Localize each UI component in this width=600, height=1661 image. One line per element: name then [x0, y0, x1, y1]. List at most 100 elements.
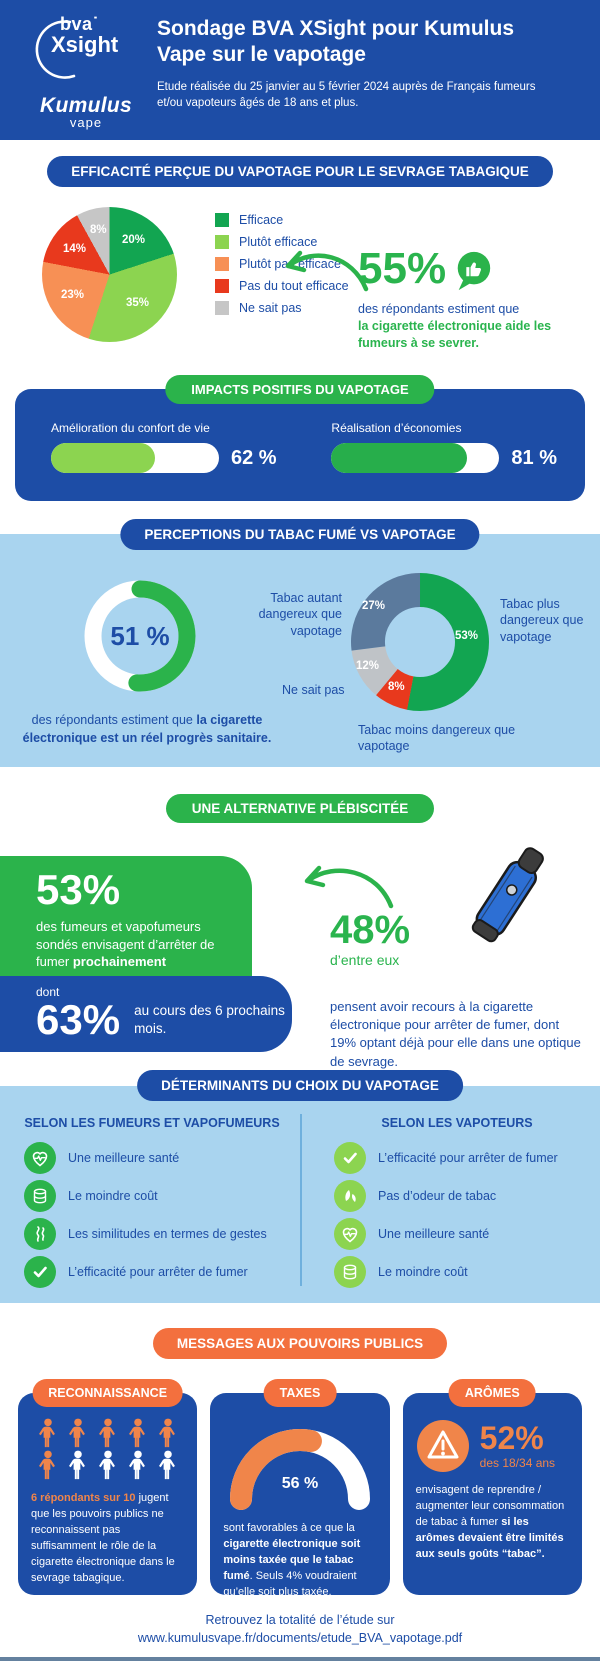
donut-value-label: 53% [455, 630, 479, 642]
section-impacts-title: IMPACTS POSITIFS DU VAPOTAGE [165, 375, 435, 404]
heart-pulse-icon [334, 1218, 366, 1250]
stat-52-sub: des 18/34 ans [479, 1456, 556, 1470]
donut-label-autant: Tabac autant dangereux que vapotage [258, 591, 342, 638]
bar-value: 81 % [511, 446, 557, 469]
legend-swatch [215, 279, 229, 293]
bar-group: Réalisation d’économies 81 % [331, 421, 557, 473]
heart-pulse-icon [24, 1142, 56, 1174]
stat-53: 53% [36, 866, 121, 913]
pie-value-label: 14% [63, 243, 87, 255]
donut-value-label: 12% [356, 660, 380, 672]
bar-track [331, 443, 500, 473]
warning-icon [416, 1420, 469, 1472]
column-divider [300, 1114, 302, 1286]
legend-item: Plutôt efficace [215, 235, 349, 249]
gauge-56-svg [229, 1429, 370, 1510]
logo-column: bva˙ Xsight Kumulus vape [0, 0, 135, 130]
pie-chart-wrap: 20% 35% 23% 14% 8% [42, 207, 177, 342]
alternative-green-box: 53% des fumeurs et vapofumeurs sondés en… [0, 856, 252, 976]
stat-55-block: 55% des répondants estiment que la cigar… [358, 247, 583, 352]
section-impacts: Amélioration du confort de vie 62 % Réal… [15, 375, 585, 501]
gauge-51: 51 % [78, 574, 202, 698]
card-title: TAXES [263, 1379, 337, 1407]
footer-link-intro: Retrouvez la totalité de l’étude sur [205, 1613, 395, 1627]
gauge-51-caption: des répondants estiment que la cigarette… [22, 713, 272, 745]
legend-item: Pas du tout efficace [215, 279, 349, 293]
alternative-blue-box: dont 63% au cours des 6 prochains mois. [0, 976, 292, 1052]
curved-arrow-icon [304, 865, 394, 909]
section-determinants-title: DÉTERMINANTS DU CHOIX DU VAPOTAGE [137, 1070, 463, 1101]
stat-55: 55% [358, 244, 447, 293]
section-efficacite: EFFICACITÉ PERÇUE DU VAPOTAGE POUR LE SE… [0, 140, 600, 361]
card-reconnaissance: RECONNAISSANCE 6 répondants sur 10 jugen… [18, 1379, 198, 1595]
donut-value-label: 27% [362, 600, 386, 612]
gauge-56: 56 % [225, 1423, 375, 1511]
person-icon [35, 1450, 61, 1480]
card-text: envisagent de reprendre / augmenter leur… [415, 1484, 565, 1560]
donut-label-moins: Tabac moins dangereux que vapotage [358, 723, 516, 754]
stat-caption-plain: des répondants estiment que [358, 302, 520, 316]
alternative-paragraph: pensent avoir recours à la cigarette éle… [330, 999, 581, 1069]
page-title: Sondage BVA XSight pour Kumulus Vape sur… [157, 17, 514, 67]
column-header: SELON LES FUMEURS ET VAPOFUMEURS [24, 1116, 280, 1130]
stat-63-caption: au cours des 6 prochains mois. [134, 1003, 285, 1036]
stat-48: 48% [330, 908, 411, 952]
person-icon [125, 1418, 151, 1448]
stat-53-caption: des fumeurs et vapofumeurs sondés envisa… [36, 919, 215, 970]
coins-icon [24, 1180, 56, 1212]
person-icon [65, 1450, 91, 1480]
stat-52: 52% [479, 1420, 544, 1456]
card-taxes: TAXES 56 % sont favorables à ce que la c… [210, 1379, 390, 1598]
person-icon [125, 1450, 151, 1480]
header: bva˙ Xsight Kumulus vape Sondage BVA XSi… [0, 0, 600, 140]
legend-item: Efficace [215, 213, 349, 227]
impact-bars: Amélioration du confort de vie 62 % Réal… [15, 389, 585, 473]
bar-label: Amélioration du confort de vie [51, 421, 210, 435]
person-icon [95, 1450, 121, 1480]
section-messages-title: MESSAGES AUX POUVOIRS PUBLICS [152, 1328, 448, 1359]
list-item: L’efficacité pour arrêter de fumer [334, 1142, 600, 1174]
list-item: Le moindre coût [334, 1256, 600, 1288]
check-icon [24, 1256, 56, 1288]
card-text: 6 répondants sur 10 jugent que les pouvo… [31, 1492, 175, 1584]
list-item: Une meilleure santé [24, 1142, 300, 1174]
person-icon [155, 1418, 181, 1448]
study-pdf-link[interactable]: www.kumulusvape.fr/documents/etude_BVA_v… [137, 1630, 463, 1645]
donut-label-nesaitpas: Ne sait pas [282, 683, 345, 697]
bva-xsight-logo: bva˙ Xsight [34, 14, 138, 80]
section-determinants: DÉTERMINANTS DU CHOIX DU VAPOTAGE SELON … [0, 1070, 600, 1303]
stat-48-block: 48% d’entre eux [330, 910, 410, 968]
donut-value-label: 8% [388, 681, 405, 693]
section-efficacite-title: EFFICACITÉ PERÇUE DU VAPOTAGE POUR LE SE… [47, 156, 553, 187]
determinants-right-column: SELON LES VAPOTEURS L’efficacité pour ar… [300, 1116, 600, 1294]
person-icon [65, 1418, 91, 1448]
bar-track [51, 443, 219, 473]
gauge-51-svg [84, 580, 196, 692]
page-subtitle: Etude réalisée du 25 janvier au 5 févrie… [157, 80, 536, 110]
bar-group: Amélioration du confort de vie 62 % [51, 421, 277, 473]
coins-icon [334, 1256, 366, 1288]
determinants-left-column: SELON LES FUMEURS ET VAPOFUMEURS Une mei… [0, 1116, 300, 1294]
stat-48-sub: d’entre eux [330, 952, 400, 968]
card-title: ARÔMES [448, 1379, 536, 1407]
legend-item: Ne sait pas [215, 301, 349, 315]
methodology-disclaimer: Étude réalisée par internet auprès d’un … [0, 1657, 600, 1661]
column-header: SELON LES VAPOTEURS [381, 1116, 533, 1130]
pie-value-label: 8% [90, 224, 107, 236]
section-alternative: UNE ALTERNATIVE PLÉBISCITÉE 53% des fume… [0, 794, 600, 1086]
person-icon [155, 1450, 181, 1480]
bar-fill [51, 443, 156, 473]
bar-label: Réalisation d’économies [331, 421, 462, 435]
card-aromes: ARÔMES 52% des 18/34 ans envisagent de r… [402, 1379, 582, 1595]
legend-swatch [215, 301, 229, 315]
person-icon [95, 1418, 121, 1448]
gauge-56-value: 56 % [281, 1475, 319, 1492]
stat-63: 63% [36, 996, 121, 1043]
donut-label-plus: Tabac plus dangereux que vapotage [500, 597, 584, 644]
footer-link-block: Retrouvez la totalité de l’étude sur www… [0, 1612, 600, 1647]
impacts-box: Amélioration du confort de vie 62 % Réal… [15, 389, 585, 501]
section-messages: MESSAGES AUX POUVOIRS PUBLICS RECONNAISS… [0, 1328, 600, 1598]
header-text: Sondage BVA XSight pour Kumulus Vape sur… [135, 0, 577, 112]
pictograph-people [33, 1417, 183, 1481]
